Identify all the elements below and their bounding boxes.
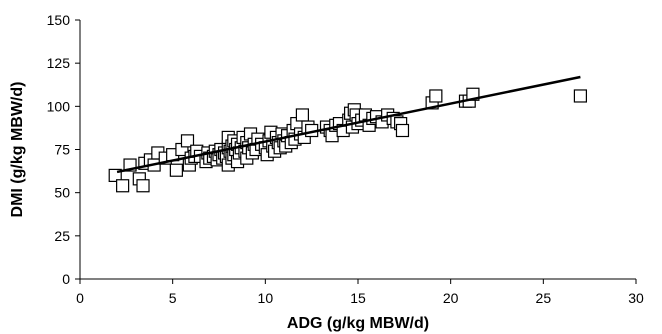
data-point-marker <box>395 123 410 138</box>
data-point-marker <box>169 163 183 177</box>
x-axis-title: ADG (g/kg MBW/d) <box>287 315 429 332</box>
y-tick-label: 75 <box>54 142 70 158</box>
axes-group: 0 25 50 75 100 125 150 0 5 10 15 20 25 30 <box>47 12 644 306</box>
y-tick-label: 100 <box>47 98 71 114</box>
data-point-marker <box>573 89 588 103</box>
x-tick-label: 20 <box>443 290 459 306</box>
y-tick-label: 25 <box>54 228 70 244</box>
x-tick-label: 25 <box>536 290 552 306</box>
y-tick-label: 0 <box>62 271 70 287</box>
trendline <box>116 75 581 174</box>
x-tick-label: 15 <box>350 290 366 306</box>
y-axis-title: DMI (g/kg MBW/d) <box>9 82 26 218</box>
y-tick-label: 50 <box>54 185 70 201</box>
trendline-group <box>116 75 581 174</box>
y-tick-label: 125 <box>47 55 71 71</box>
data-point-marker <box>136 179 150 193</box>
x-tick-label: 0 <box>76 290 84 306</box>
data-point-marker <box>180 134 195 148</box>
x-tick-label: 30 <box>628 290 644 306</box>
data-point-marker <box>429 89 443 103</box>
data-markers <box>108 87 588 193</box>
x-tick-label: 10 <box>258 290 274 306</box>
data-point-marker <box>295 108 309 122</box>
data-point-marker <box>116 179 130 193</box>
x-tick-label: 5 <box>169 290 177 306</box>
y-tick-label: 150 <box>47 12 71 28</box>
